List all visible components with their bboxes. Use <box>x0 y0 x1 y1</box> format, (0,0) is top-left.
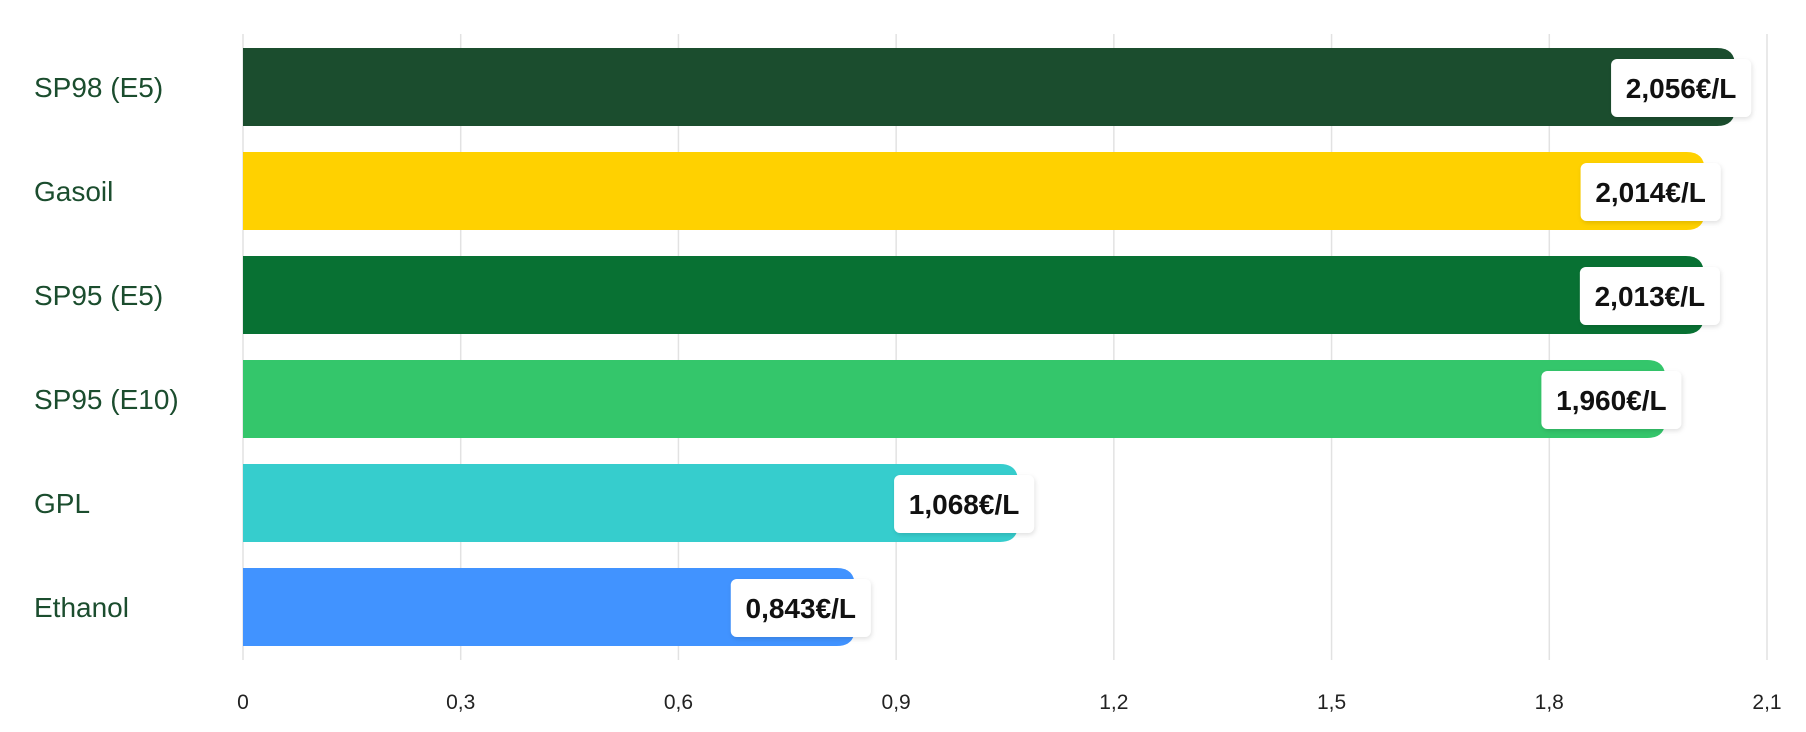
x-tick-label: 0,3 <box>446 691 475 714</box>
labels-layer: SP98 (E5) 2,056€/L Gasoil 2,014€/L SP95 (E5)… <box>34 59 1752 637</box>
bar-sp98-e5 <box>243 48 1736 126</box>
category-label: Gasoil <box>34 176 113 207</box>
category-label: GPL <box>34 488 90 519</box>
bar-ethanol <box>243 568 855 646</box>
bar-sp95-e5 <box>243 256 1704 334</box>
bars-layer <box>243 48 1736 646</box>
value-label: 2,013€/L <box>1595 281 1706 312</box>
value-label-box <box>894 475 1035 533</box>
x-tick-label: 2,1 <box>1752 691 1781 714</box>
value-label: 1,960€/L <box>1556 385 1667 416</box>
value-label-box <box>730 579 871 637</box>
value-label: 2,014€/L <box>1595 177 1706 208</box>
category-label: Ethanol <box>34 592 129 623</box>
category-label: SP95 (E5) <box>34 280 163 311</box>
value-label: 0,843€/L <box>746 593 857 624</box>
x-tick-label: 1,2 <box>1099 691 1128 714</box>
x-tick-label: 0,9 <box>882 691 911 714</box>
x-tick-label: 1,5 <box>1317 691 1346 714</box>
grid-layer <box>242 34 1768 660</box>
x-tick-label: 1,8 <box>1535 691 1564 714</box>
category-label: SP98 (E5) <box>34 72 163 103</box>
x-axis-ticks: 0 0,3 0,6 0,9 1,2 1,5 1,8 2,1 <box>237 691 1781 714</box>
bar-sp95-e10 <box>243 360 1666 438</box>
value-label-box <box>1580 163 1721 221</box>
category-label: SP95 (E10) <box>34 384 179 415</box>
value-label: 2,056€/L <box>1626 73 1737 104</box>
bar-gpl <box>243 464 1019 542</box>
value-label-box <box>1541 371 1682 429</box>
value-label-box <box>1579 267 1720 325</box>
bar-gasoil <box>243 152 1705 230</box>
x-tick-label: 0 <box>237 691 249 714</box>
value-label-box <box>1611 59 1752 117</box>
x-tick-label: 0,6 <box>664 691 693 714</box>
value-label: 1,068€/L <box>909 489 1020 520</box>
